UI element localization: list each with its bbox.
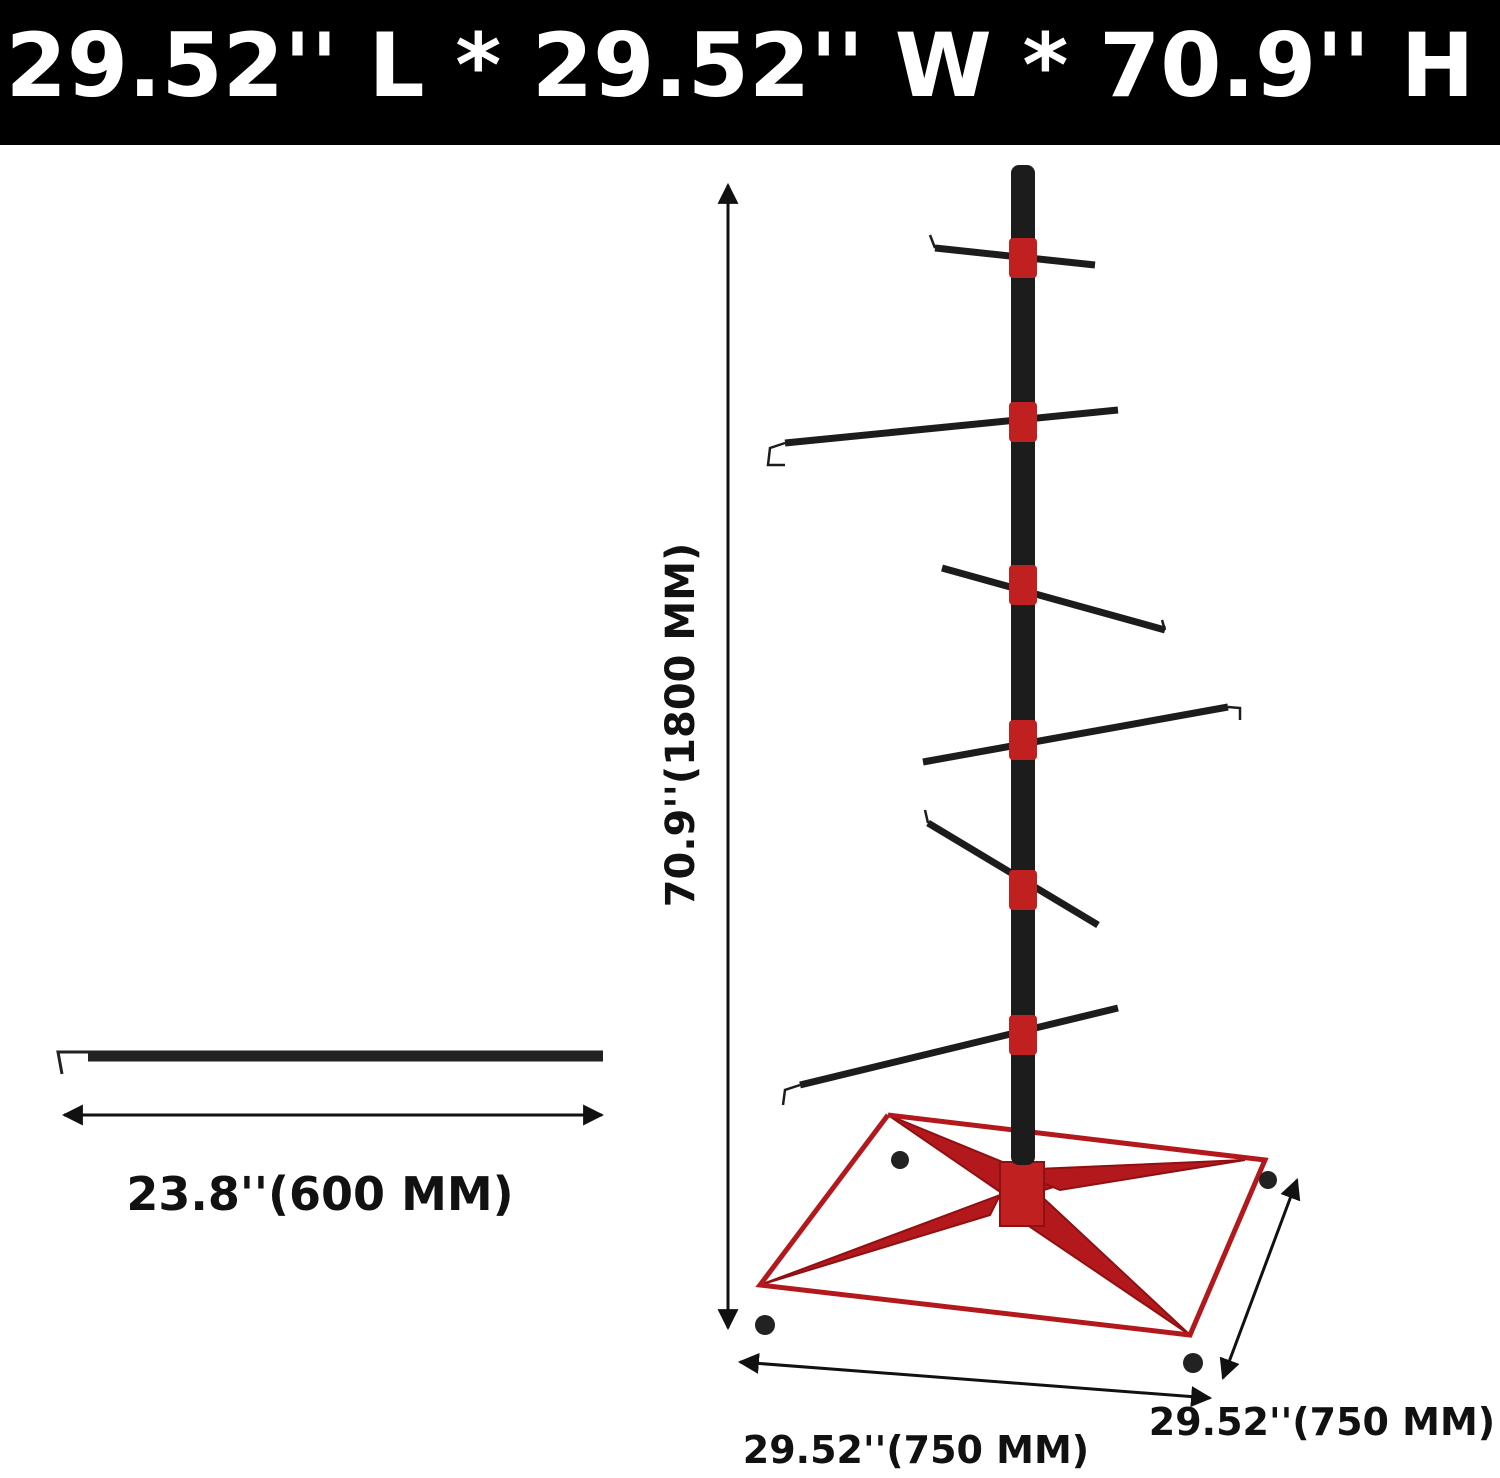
loose-arm xyxy=(56,1050,603,1075)
header-bar xyxy=(0,0,1500,145)
width-label: 29.52''(750 MM) xyxy=(743,1428,1089,1472)
arm-length-label: 23.8''(600 MM) xyxy=(126,1167,513,1221)
rack-arms xyxy=(784,244,1229,1089)
depth-label: 29.52''(750 MM) xyxy=(1149,1400,1495,1444)
rack-base xyxy=(755,1112,1269,1338)
width-arrow xyxy=(737,1352,1213,1408)
header-title: 29.52'' L * 29.52'' W * 70.9'' H xyxy=(6,14,1475,117)
depth-arrow xyxy=(1219,1178,1301,1380)
collars xyxy=(1009,238,1037,1055)
hooks xyxy=(766,234,1242,1106)
height-label: 70.9''(1800 MM) xyxy=(658,543,704,908)
